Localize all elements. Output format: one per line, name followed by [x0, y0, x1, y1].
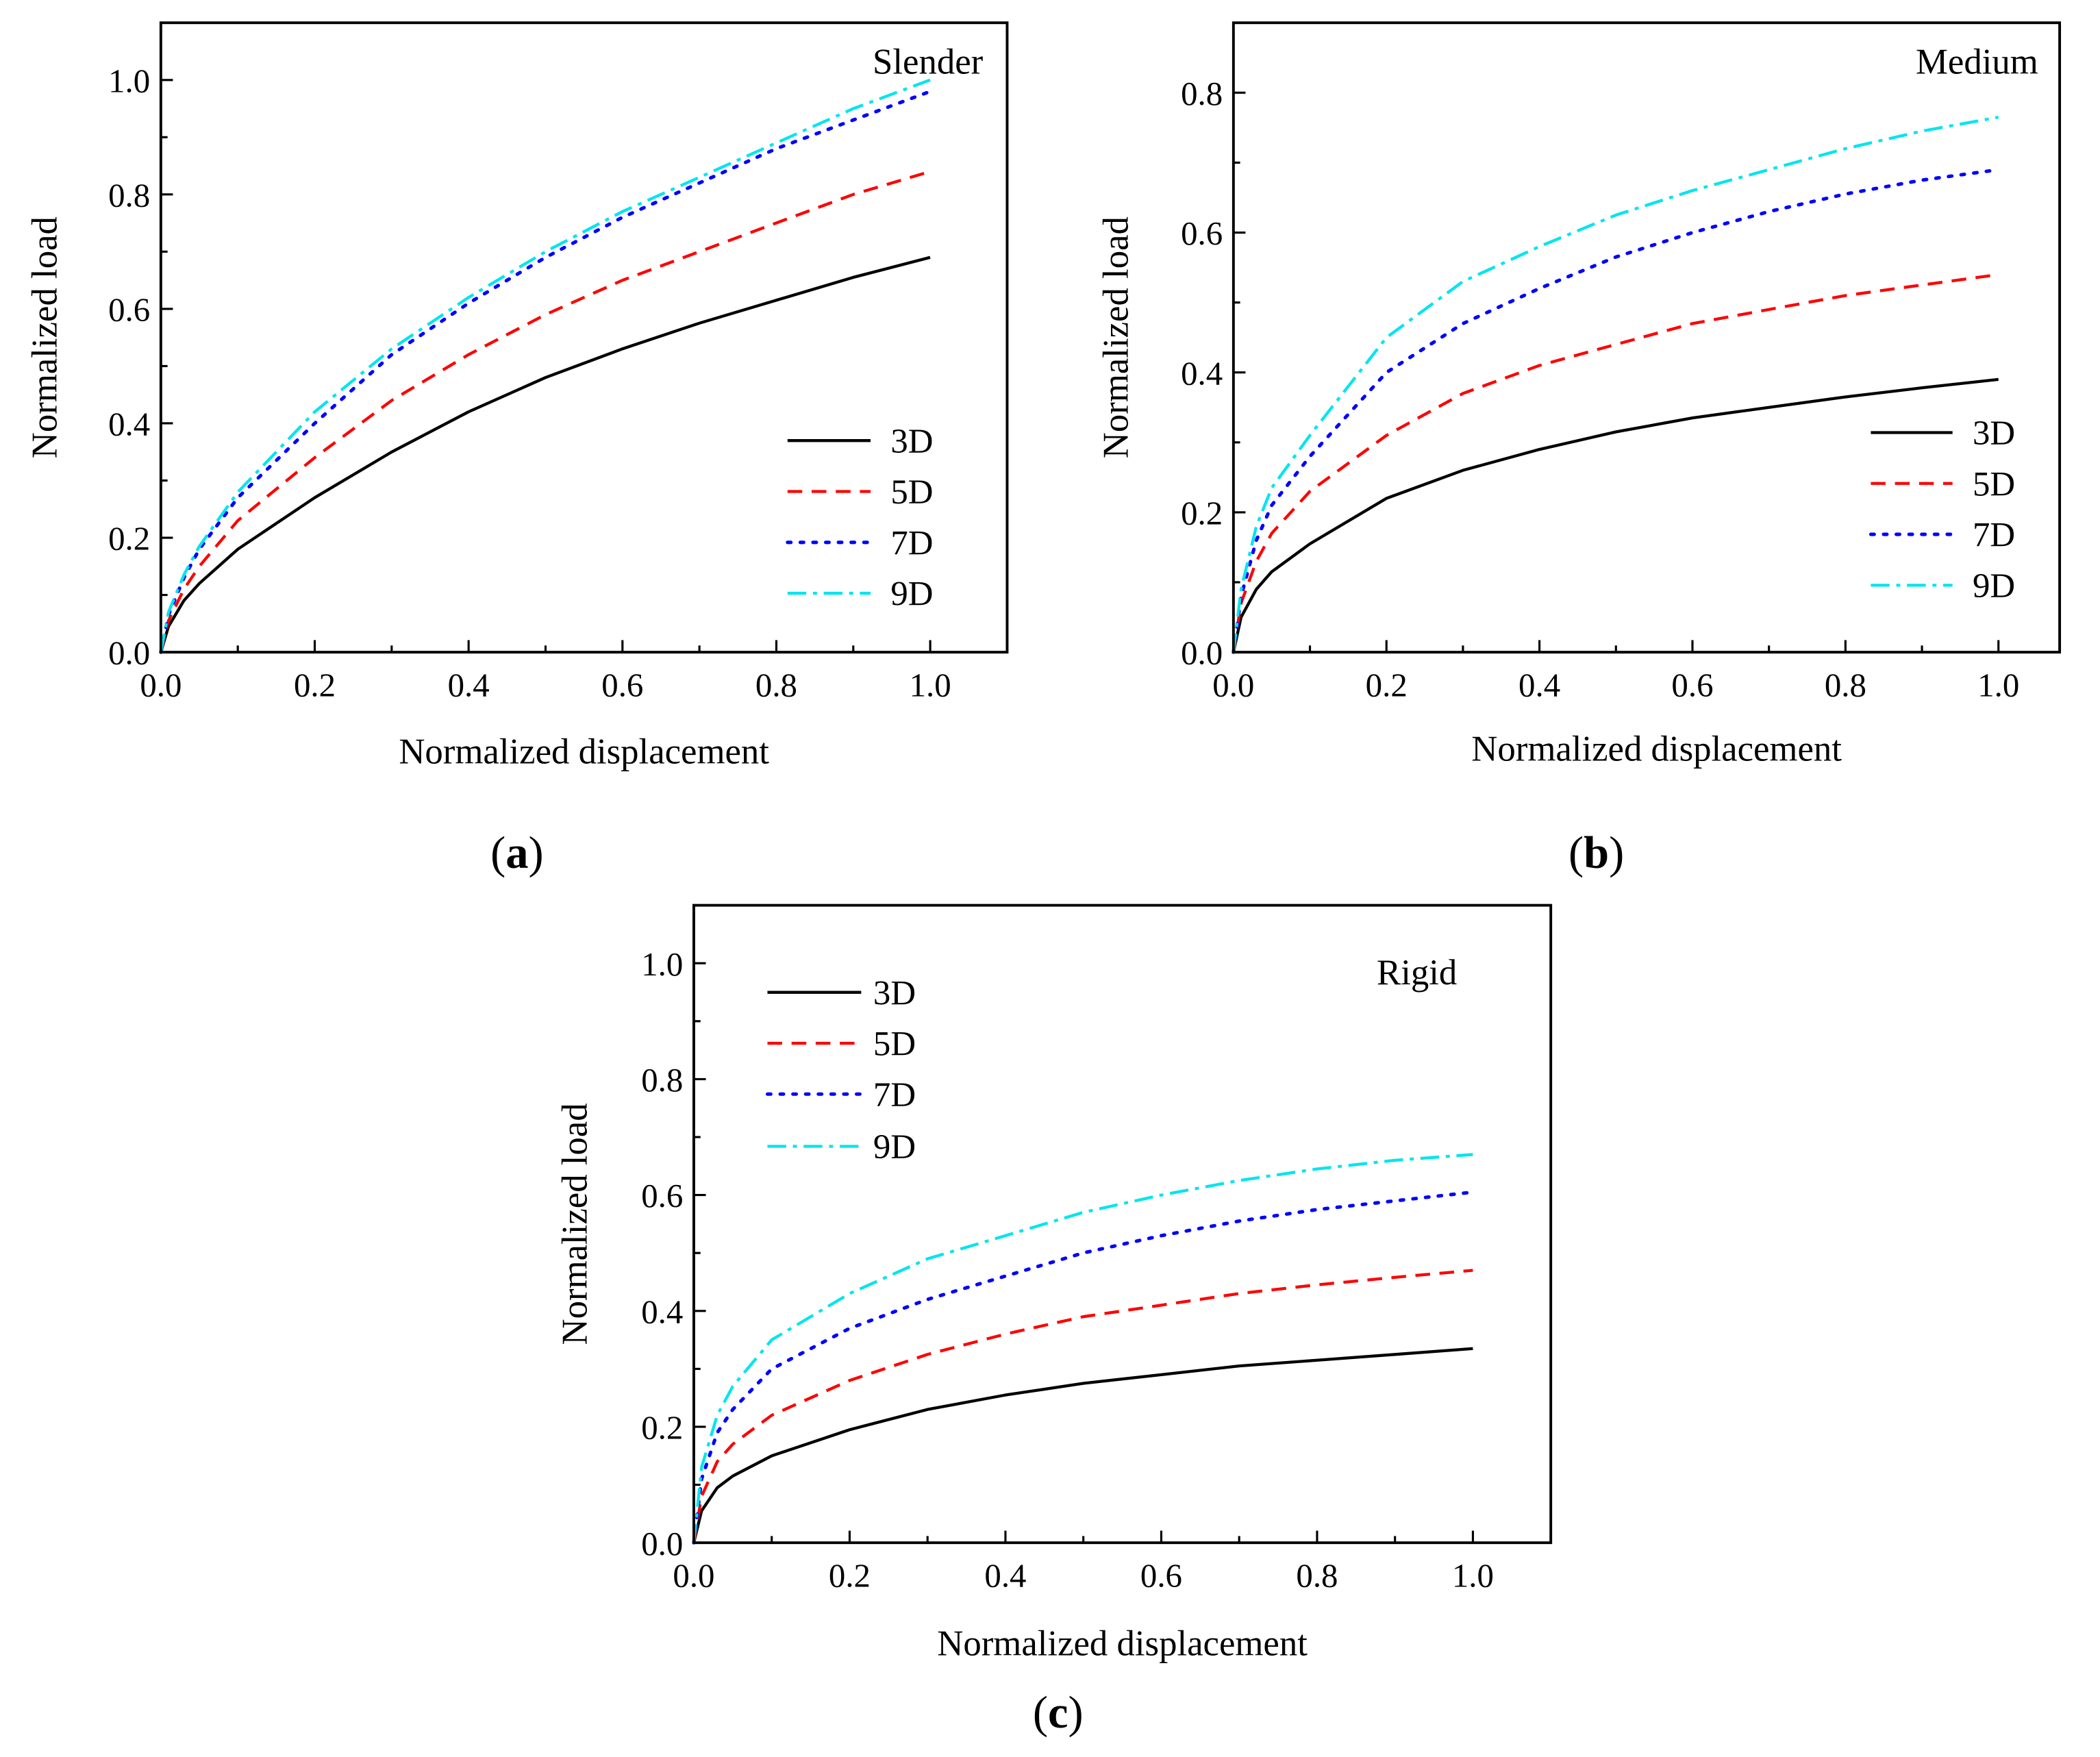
panel-annotation: Medium: [1916, 42, 2038, 82]
y-tick-label: 0.0: [641, 1525, 683, 1562]
y-tick-label: 0.2: [1181, 495, 1223, 532]
legend-label-5D: 5D: [873, 1025, 916, 1063]
panel-label: (a): [490, 828, 544, 878]
legend-label-7D: 7D: [890, 523, 933, 562]
y-tick-label: 0.6: [108, 290, 150, 328]
chart-panel-a: 0.0 0.2 0.4 0.6 0.8 1.0 0.0 0.2 0.4 0.6 0.8 1.0 Norm…: [25, 21, 1009, 878]
series-line-3D: [692, 1347, 1473, 1543]
legend: 3D 5D 7D 9D: [765, 973, 916, 1166]
legend-label-9D: 9D: [890, 575, 933, 613]
y-axis-label: Normalized load: [555, 1103, 595, 1345]
y-tick-label: 0.6: [641, 1177, 683, 1214]
series-line-5D: [159, 170, 931, 653]
legend-label-5D: 5D: [890, 473, 933, 511]
x-tick-label: 0.0: [673, 1557, 714, 1595]
plot-frame: [159, 21, 1009, 654]
chart-panel-c: 0.0 0.2 0.4 0.6 0.8 1.0 0.0 0.2 0.4 0.6 0.8 1.0 Norm…: [555, 904, 1553, 1738]
series-line-5D: [1232, 273, 1999, 653]
paren-open: (: [1033, 1688, 1048, 1738]
paren-close: ): [1609, 828, 1624, 878]
paren-close: ): [529, 828, 544, 878]
series-line-7D: [692, 1190, 1475, 1545]
x-tick-label: 0.8: [755, 666, 797, 704]
x-tick-label: 0.4: [1518, 666, 1560, 704]
legend-label-5D: 5D: [1973, 464, 2015, 503]
y-tick-label: 0.4: [641, 1293, 683, 1330]
paren-open: (: [490, 828, 505, 878]
x-tick-label: 0.2: [1366, 666, 1408, 704]
x-tick-label: 0.0: [1212, 666, 1254, 704]
y-tick-label: 0.4: [108, 406, 150, 443]
y-tick-label: 0.2: [108, 520, 150, 558]
paren-open: (: [1568, 828, 1584, 878]
series-line-9D: [159, 78, 931, 653]
panel-letter: a: [505, 828, 528, 878]
series-line-9D: [692, 1153, 1473, 1543]
y-axis-label: Normalized load: [25, 216, 64, 458]
legend: 3D 5D 7D 9D: [1868, 414, 2015, 605]
x-tick-label: 1.0: [1452, 1557, 1494, 1595]
x-axis-label: Normalized displacement: [1471, 729, 1842, 769]
legend-label-7D: 7D: [1973, 516, 2015, 554]
x-tick-label: 1.0: [1977, 666, 2019, 704]
y-tick-label: 1.0: [108, 62, 150, 99]
x-tick-label: 0.4: [448, 666, 490, 704]
legend-label-7D: 7D: [873, 1075, 916, 1114]
legend-label-9D: 9D: [873, 1127, 916, 1166]
x-tick-label: 0.8: [1296, 1557, 1338, 1595]
x-tick-label: 0.6: [601, 666, 643, 704]
legend: 3D 5D 7D 9D: [786, 422, 933, 613]
y-tick-label: 0.8: [1181, 75, 1223, 112]
y-tick-label: 0.6: [1181, 214, 1223, 252]
panel-label: (b): [1568, 828, 1624, 878]
y-axis-label: Normalized load: [1096, 216, 1136, 458]
x-axis-label: Normalized displacement: [399, 732, 769, 771]
y-tick-label: 0.8: [641, 1061, 683, 1099]
legend-label-3D: 3D: [890, 422, 933, 460]
y-tick-label: 1.0: [641, 945, 683, 983]
x-tick-label: 0.2: [294, 666, 336, 704]
legend-label-3D: 3D: [873, 973, 916, 1012]
panel-annotation: Slender: [873, 42, 984, 82]
legend-label-3D: 3D: [1973, 414, 2015, 452]
x-tick-label: 0.6: [1140, 1557, 1182, 1595]
panel-label: (c): [1033, 1688, 1084, 1738]
x-axis-label: Normalized displacement: [937, 1623, 1308, 1663]
legend-label-9D: 9D: [1973, 566, 2015, 605]
x-tick-label: 0.4: [984, 1557, 1026, 1595]
y-tick-label: 0.0: [108, 634, 150, 672]
x-tick-label: 0.8: [1825, 666, 1866, 704]
x-tick-label: 1.0: [910, 666, 951, 704]
panel-annotation: Rigid: [1377, 953, 1457, 993]
y-tick-label: 0.8: [108, 176, 150, 214]
series-line-3D: [159, 256, 931, 653]
plot-frame: [1232, 21, 2062, 654]
series-line-5D: [692, 1269, 1473, 1543]
panel-letter: b: [1584, 828, 1609, 878]
paren-close: ): [1068, 1688, 1083, 1738]
x-tick-label: 0.6: [1671, 666, 1713, 704]
chart-panel-b: 0.0 0.2 0.4 0.6 0.8 1.0 0.0 0.2 0.4 0.6 0.8 Normali…: [1096, 21, 2062, 878]
x-tick-label: 0.2: [829, 1557, 871, 1595]
series-line-3D: [1232, 377, 1999, 653]
series-line-7D: [159, 89, 932, 654]
series-line-9D: [1232, 115, 1999, 653]
y-tick-label: 0.2: [641, 1409, 683, 1447]
plot-frame: [692, 904, 1553, 1545]
series-line-7D: [1232, 168, 2001, 654]
x-tick-label: 0.0: [140, 666, 182, 704]
y-tick-label: 0.0: [1181, 634, 1223, 672]
panel-letter: c: [1048, 1688, 1068, 1738]
y-tick-label: 0.4: [1181, 354, 1223, 392]
